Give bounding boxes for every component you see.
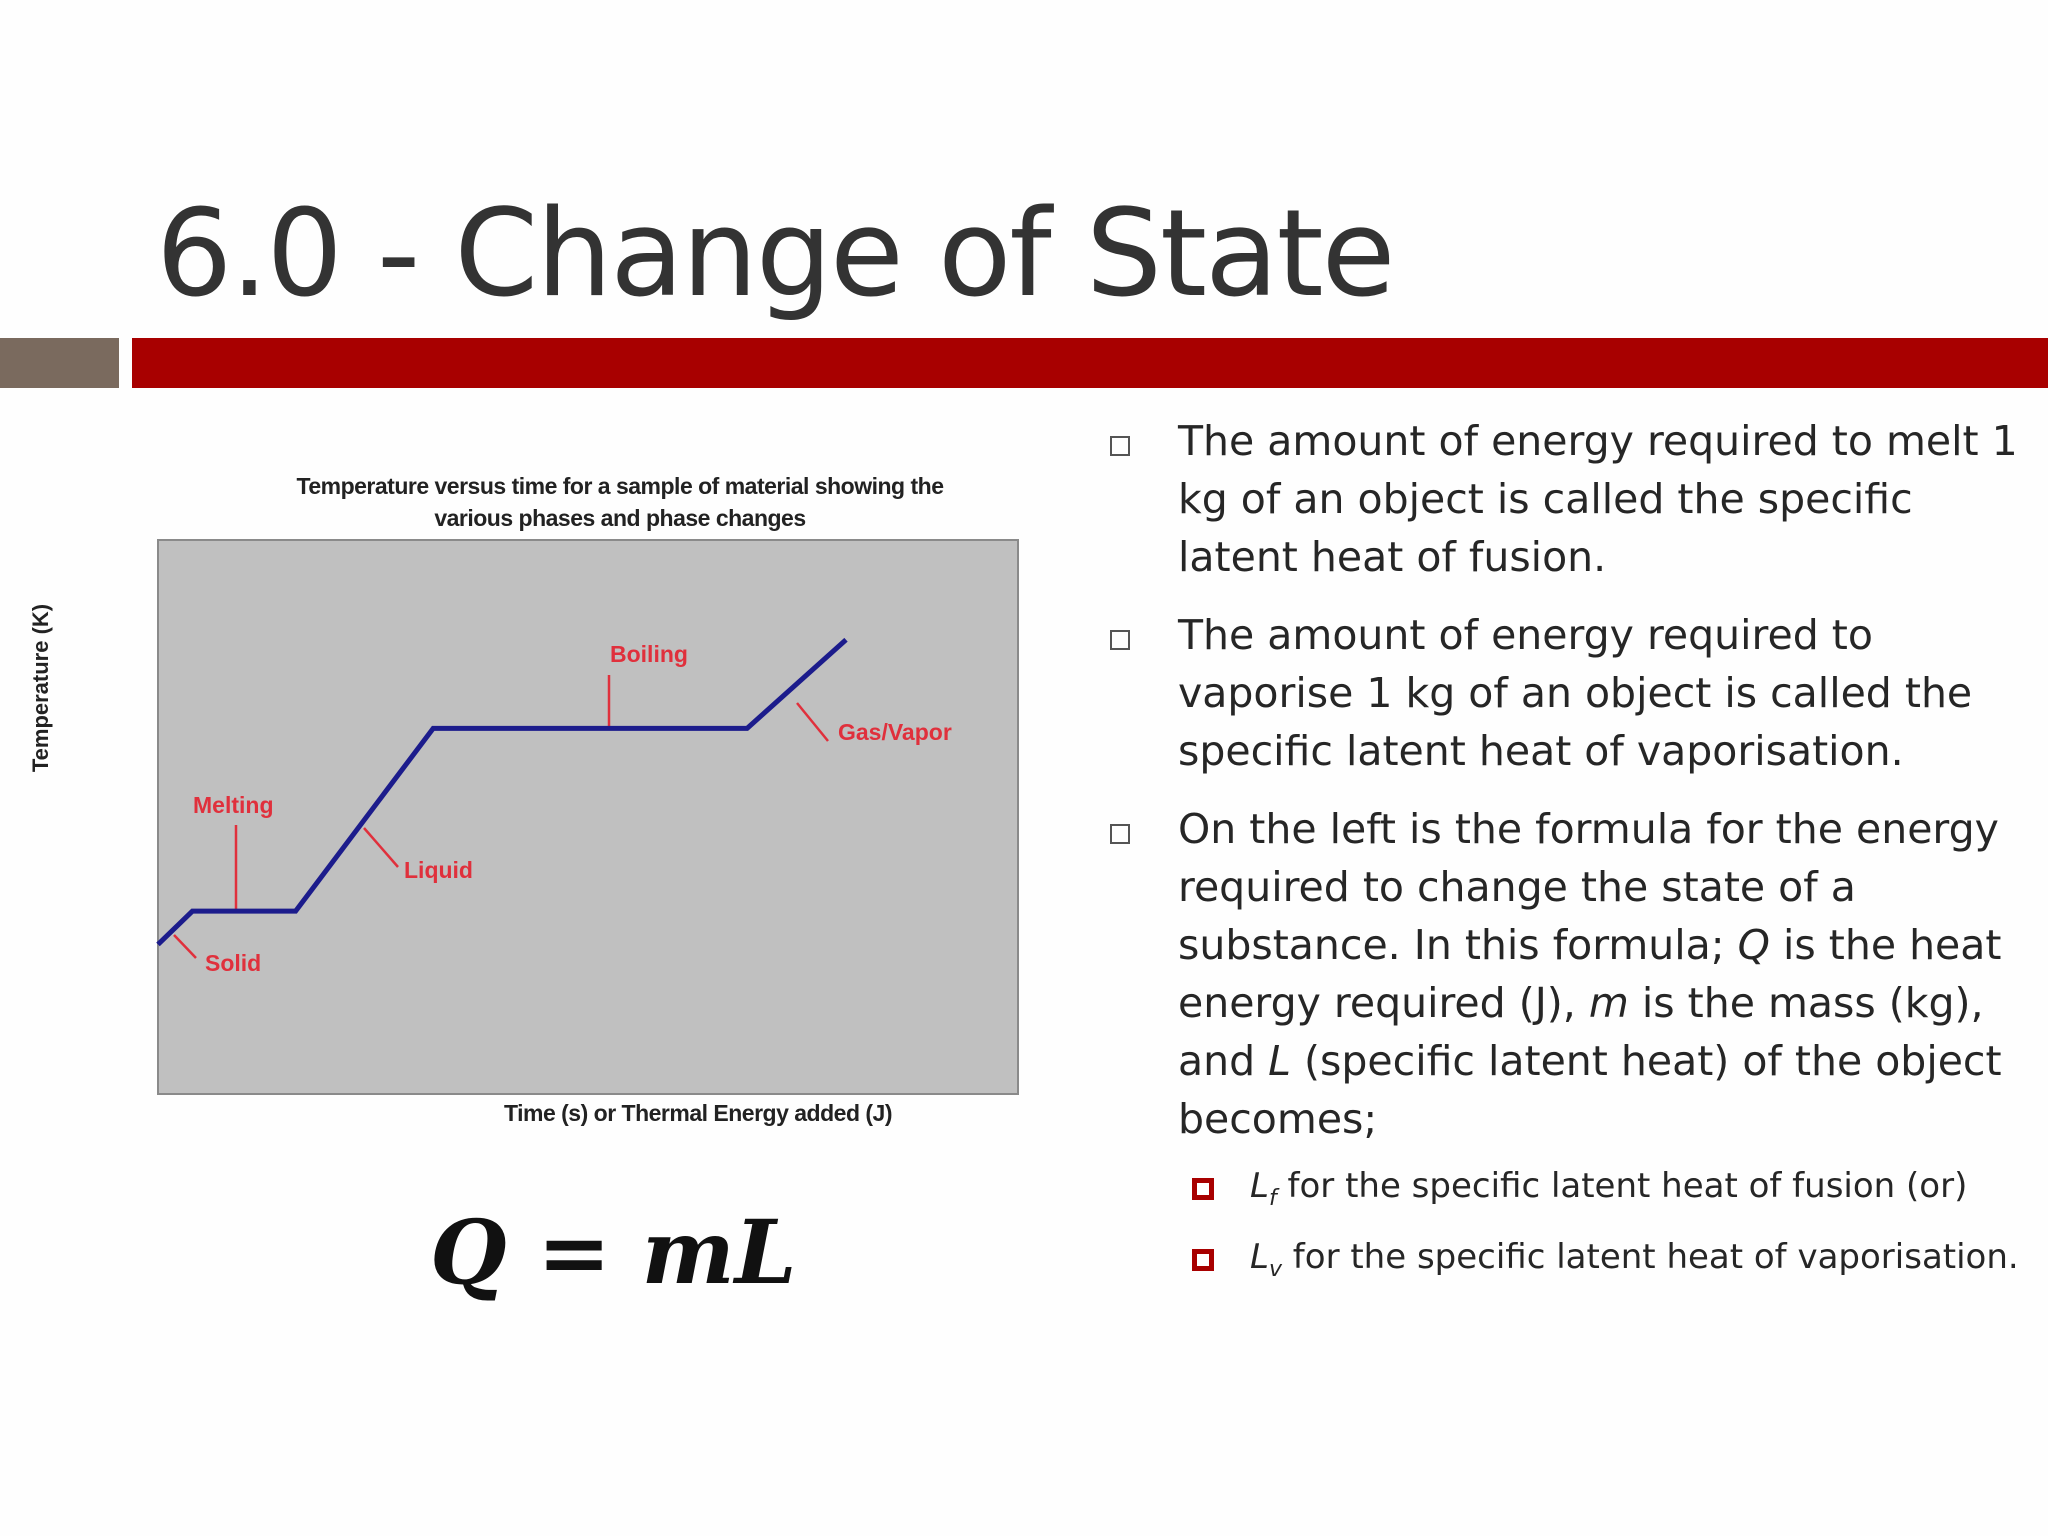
sub-bullet-text: Lf for the specific latent heat of fusio… (1250, 1166, 1968, 1211)
label-gas: Gas/Vapor (838, 719, 952, 745)
bullet-text: On the left is the formula for the energ… (1178, 805, 2002, 1143)
bullet-item: On the left is the formula for the energ… (1100, 800, 2040, 1148)
chart-title-line-1: Temperature versus time for a sample of … (296, 473, 945, 499)
liquid-pointer (363, 827, 399, 868)
chart-y-axis-label: Temperature (K) (28, 603, 53, 773)
plot-area (157, 539, 1019, 1095)
label-boiling: Boiling (610, 641, 688, 667)
bullet-item: The amount of energy required to vaporis… (1100, 606, 2040, 780)
sub-bullet-text: Lv for the specific latent heat of vapor… (1250, 1236, 2019, 1282)
annotation-lines (173, 675, 829, 959)
var-q: Q (1737, 921, 1770, 969)
gas-pointer (796, 702, 829, 742)
square-bullet-icon (1192, 1248, 1214, 1271)
square-bullet-icon (1110, 824, 1130, 844)
phase-change-chart: Temperature versus time for a sample of … (110, 455, 1050, 1155)
bullet-text: The amount of energy required to vaporis… (1178, 611, 1973, 775)
bullet-list: The amount of energy required to melt 1 … (1100, 412, 2040, 1310)
square-bullet-icon (1110, 630, 1130, 650)
chart-title: Temperature versus time for a sample of … (200, 470, 1040, 534)
square-bullet-icon (1192, 1178, 1214, 1200)
sub-bullet-item: Lv for the specific latent heat of vapor… (1100, 1233, 2040, 1294)
temperature-curve (156, 637, 848, 947)
var-l: L (1268, 1037, 1292, 1085)
chart-x-axis-label: Time (s) or Thermal Energy added (J) (503, 1100, 893, 1126)
bullet-text: The amount of energy required to melt 1 … (1178, 417, 2018, 581)
label-melting: Melting (193, 792, 274, 818)
formula-q-equals-ml: Q = mL (430, 1200, 797, 1304)
sub-bullet-item: Lf for the specific latent heat of fusio… (1100, 1162, 2040, 1223)
square-bullet-icon (1110, 436, 1130, 456)
bullet-item: The amount of energy required to melt 1 … (1100, 412, 2040, 586)
var-m: m (1588, 979, 1629, 1027)
slide-title: 6.0 - Change of State (156, 185, 1395, 324)
title-accent-block (0, 338, 119, 388)
title-underline-bar (132, 338, 2048, 388)
label-liquid: Liquid (404, 857, 473, 883)
chart-title-line-2: various phases and phase changes (434, 505, 806, 531)
label-solid: Solid (205, 950, 261, 976)
solid-pointer (173, 934, 197, 959)
chart-plot: Boiling Gas/Vapor Melting Liquid Solid (156, 539, 1019, 1095)
